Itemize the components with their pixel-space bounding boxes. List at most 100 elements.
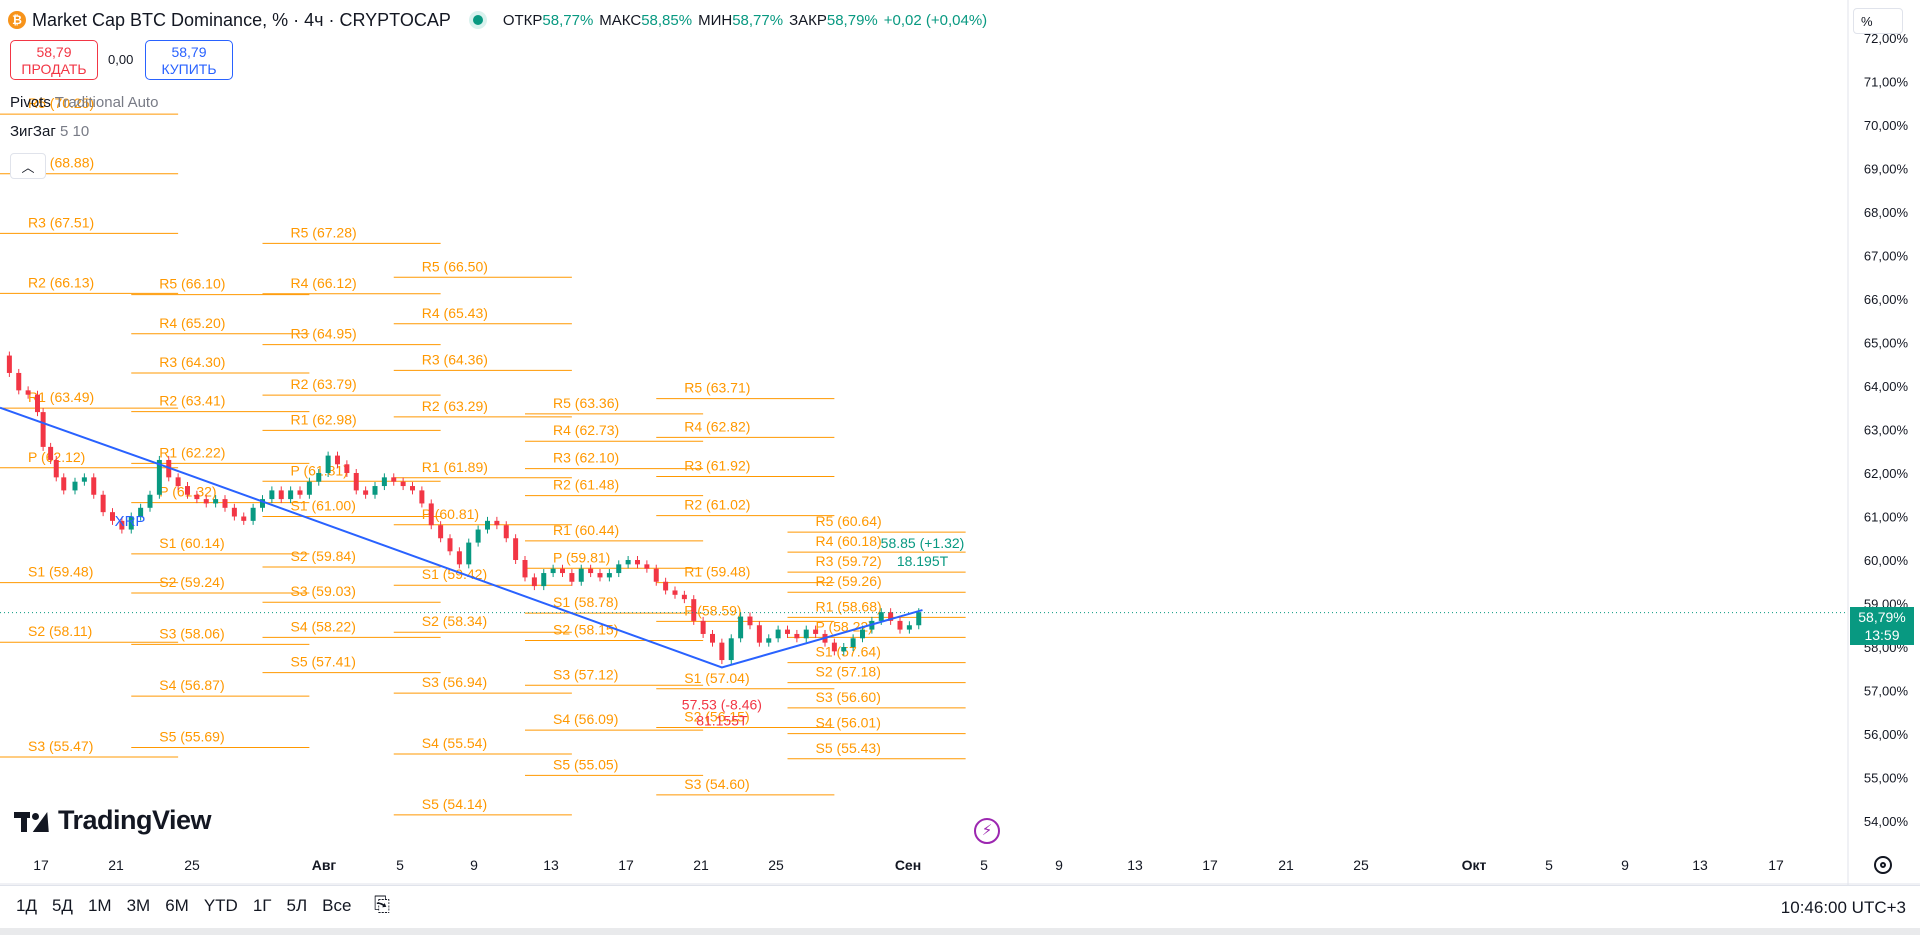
indicator-params: 5 10 bbox=[59, 123, 90, 140]
pivot-label: S1 (59.42) bbox=[422, 566, 487, 582]
pivot-label: S3 (56.94) bbox=[422, 674, 487, 690]
range-all[interactable]: Все bbox=[322, 896, 352, 915]
candle-body bbox=[850, 638, 856, 647]
pivot-label: S4 (55.54) bbox=[422, 735, 487, 751]
ohlc-value-low: 58,77% bbox=[732, 11, 784, 29]
pivot-label: S4 (56.87) bbox=[159, 677, 224, 693]
candle-body bbox=[560, 568, 565, 574]
candle-body bbox=[860, 629, 865, 639]
candle-body bbox=[663, 581, 669, 591]
range-ytd[interactable]: YTD bbox=[203, 896, 238, 915]
bar-countdown: 13:59 bbox=[1864, 627, 1900, 643]
time-axis-label: 17 bbox=[1202, 857, 1218, 873]
price-axis-label: 64,00% bbox=[1864, 379, 1909, 394]
range-6m[interactable]: 6М bbox=[165, 896, 189, 915]
time-axis-label: 25 bbox=[1353, 857, 1369, 873]
pivot-label: R2 (61.48) bbox=[553, 477, 619, 493]
clock-time[interactable]: 10:46:00 UTC+3 bbox=[1780, 898, 1906, 917]
calendar-range-icon[interactable]: ⎘ bbox=[374, 894, 390, 916]
candle-body bbox=[728, 638, 734, 661]
candle-body bbox=[419, 490, 425, 504]
candle-body bbox=[635, 560, 640, 565]
candle-body bbox=[335, 455, 340, 465]
candle-body bbox=[128, 516, 134, 530]
indicator-name: Pivots bbox=[10, 94, 51, 111]
candle-body bbox=[606, 573, 612, 578]
time-axis-label: 5 bbox=[396, 857, 404, 873]
indicator-params: Traditional Auto bbox=[54, 94, 159, 111]
pivot-label: R2 (63.29) bbox=[422, 398, 488, 414]
candle-body bbox=[16, 372, 22, 391]
buy-price: 58,79 bbox=[171, 44, 207, 60]
candle-body bbox=[110, 512, 115, 521]
price-axis-label: 69,00% bbox=[1864, 162, 1909, 177]
candle-body bbox=[578, 568, 584, 582]
collapse-indicators-button[interactable]: ︿ bbox=[10, 153, 46, 179]
time-axis-label: 25 bbox=[768, 857, 784, 873]
sell-label: ПРОДАТЬ bbox=[21, 61, 87, 77]
sell-button[interactable]: 58,79 ПРОДАТЬ bbox=[10, 40, 98, 80]
ohlc-change: +0,02 (+0,04%) bbox=[883, 11, 988, 29]
price-axis-label: 72,00% bbox=[1864, 31, 1909, 46]
time-axis-label: 21 bbox=[108, 857, 124, 873]
ohlc-label-low: МИН bbox=[698, 11, 733, 29]
bottom-toolbar: 1Д 5Д 1М 3М 6М YTD 1Г 5Л Все ⎘ 10:46:00 … bbox=[0, 885, 1920, 928]
time-axis-label: 17 bbox=[618, 857, 634, 873]
pivot-label: S2 (58.15) bbox=[553, 621, 618, 637]
pivot-label: R1 (62.98) bbox=[291, 411, 357, 427]
time-axis-label: 21 bbox=[693, 857, 709, 873]
candle-body bbox=[25, 390, 31, 395]
pivot-label: S2 (59.84) bbox=[291, 548, 356, 564]
pivot-label: S1 (57.04) bbox=[684, 670, 749, 686]
lightning-icon[interactable]: ⚡ bbox=[974, 818, 1000, 844]
candle-body bbox=[400, 481, 406, 487]
price-axis-label: 60,00% bbox=[1864, 553, 1909, 568]
candle-body bbox=[72, 481, 78, 491]
price-axis-label: 62,00% bbox=[1864, 466, 1909, 481]
price-axis-label: 55,00% bbox=[1864, 771, 1909, 786]
candle-body bbox=[344, 464, 350, 473]
zigzag-label: 58.85 (+1.32) bbox=[881, 535, 965, 551]
percent-scale-button[interactable]: % bbox=[1853, 8, 1903, 34]
pivot-label: R2 (59.26) bbox=[816, 573, 882, 589]
date-range-selector: 1Д 5Д 1М 3М 6М YTD 1Г 5Л Все bbox=[16, 896, 351, 916]
price-axis-label: 56,00% bbox=[1864, 727, 1909, 742]
candle-body bbox=[766, 638, 772, 643]
candle-body bbox=[494, 520, 500, 526]
candle-body bbox=[522, 560, 528, 578]
pivot-label: S3 (57.12) bbox=[553, 666, 618, 682]
indicator-pivots[interactable]: Pivots Traditional Auto bbox=[10, 94, 158, 111]
chart-header: ₿ Market Cap BTC Dominance, % · 4ч · CRY… bbox=[8, 8, 987, 32]
pivot-label: R1 (61.89) bbox=[422, 459, 488, 475]
candle-body bbox=[700, 620, 706, 634]
zigzag-line bbox=[0, 406, 923, 669]
time-axis-label: 17 bbox=[33, 857, 49, 873]
pivot-label: S5 (55.69) bbox=[159, 728, 224, 744]
range-1d[interactable]: 1Д bbox=[16, 896, 37, 915]
symbol-title[interactable]: Market Cap BTC Dominance, % · 4ч · CRYPT… bbox=[32, 9, 451, 30]
range-5y[interactable]: 5Л bbox=[286, 896, 308, 915]
candle-body bbox=[325, 455, 331, 473]
range-5d[interactable]: 5Д bbox=[51, 896, 73, 915]
time-axis-label: 13 bbox=[1127, 857, 1143, 873]
tradingview-logo[interactable]: TradingView bbox=[14, 805, 212, 836]
price-axis-label: 71,00% bbox=[1864, 75, 1909, 90]
candle-body bbox=[194, 494, 200, 500]
pivot-label: S1 (61.00) bbox=[291, 498, 356, 514]
settings-icon[interactable] bbox=[1874, 856, 1892, 874]
candle-body bbox=[100, 494, 106, 513]
range-1m[interactable]: 1М bbox=[87, 896, 112, 915]
range-3m[interactable]: 3М bbox=[126, 896, 151, 915]
pivot-label: R3 (64.30) bbox=[159, 354, 225, 370]
range-1y[interactable]: 1Г bbox=[252, 896, 272, 915]
pivot-label: S2 (59.24) bbox=[159, 574, 224, 590]
time-axis-label: 9 bbox=[1055, 857, 1063, 873]
buy-button[interactable]: 58,79 КУПИТЬ bbox=[145, 40, 233, 80]
bitcoin-icon: ₿ bbox=[8, 11, 26, 29]
last-price-value: 58,79% bbox=[1858, 609, 1906, 625]
indicator-zigzag[interactable]: ЗигЗаг 5 10 bbox=[10, 123, 89, 140]
candle-body bbox=[119, 520, 125, 530]
candle-body bbox=[48, 446, 54, 460]
market-status-icon[interactable] bbox=[472, 15, 483, 25]
